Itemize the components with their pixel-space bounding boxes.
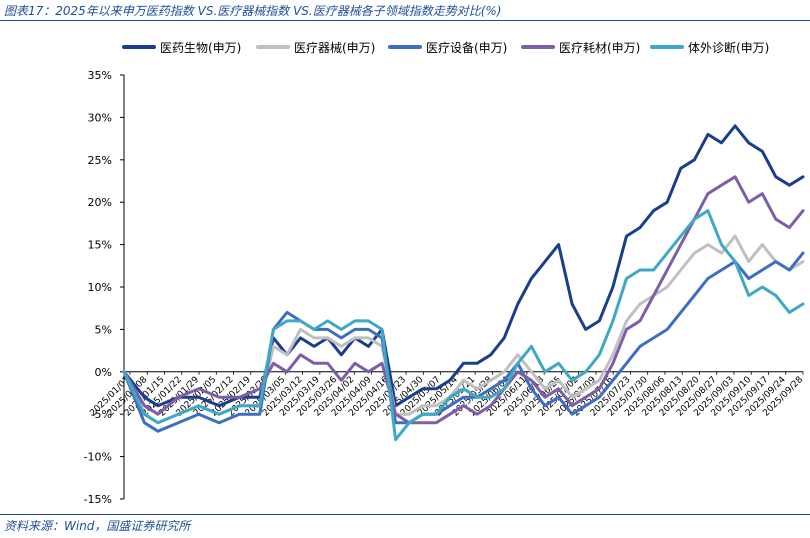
- series-line-2: [122, 234, 805, 425]
- source-note: 资料来源：Wind，国盛证券研究所: [4, 519, 191, 533]
- chart-legend: 医药生物(申万) 医疗器械(申万) 医疗设备(申万) 医疗耗材(申万) 体外诊断(申万): [122, 40, 769, 55]
- y-tick-label: 5%: [95, 323, 112, 336]
- line-chart: 医药生物(申万) 医疗器械(申万) 医疗设备(申万) 医疗耗材(申万) 体外诊断(申万)…: [84, 40, 806, 506]
- legend-label: 医疗设备(申万): [426, 41, 507, 55]
- y-tick-label: -15%: [84, 493, 112, 506]
- series-line-5: [122, 209, 805, 442]
- series-line-4: [122, 175, 805, 425]
- legend-label: 医疗器械(申万): [294, 40, 375, 55]
- x-axis: 2025/01/012025/01/082025/01/152025/01/22…: [88, 371, 805, 419]
- y-tick-label: 30%: [88, 111, 112, 124]
- y-tick-label: -10%: [84, 451, 112, 464]
- y-tick-label: 35%: [88, 69, 112, 82]
- y-tick-label: 10%: [88, 281, 112, 294]
- y-tick-label: -5%: [91, 408, 112, 421]
- legend-label: 体外诊断(申万): [688, 40, 769, 55]
- series-lines: [122, 124, 805, 442]
- legend-label: 医药生物(申万): [160, 41, 241, 55]
- chart-title: 图表17：2025年以来申万医药指数 VS.医疗器械指数 VS.医疗器械各子领域…: [4, 4, 502, 18]
- title-rule: [0, 20, 810, 21]
- y-tick-label: 25%: [88, 154, 112, 167]
- y-tick-label: 15%: [88, 239, 112, 252]
- y-tick-label: 20%: [88, 196, 112, 209]
- y-axis: -15% -10% -5% 0% 5% 10% 15% 20% 25% 30% 35%: [84, 69, 125, 506]
- legend-label: 医疗耗材(申万): [559, 41, 640, 55]
- series-line-1: [122, 124, 805, 408]
- y-tick-label: 0%: [95, 366, 112, 379]
- source-rule: [0, 514, 810, 515]
